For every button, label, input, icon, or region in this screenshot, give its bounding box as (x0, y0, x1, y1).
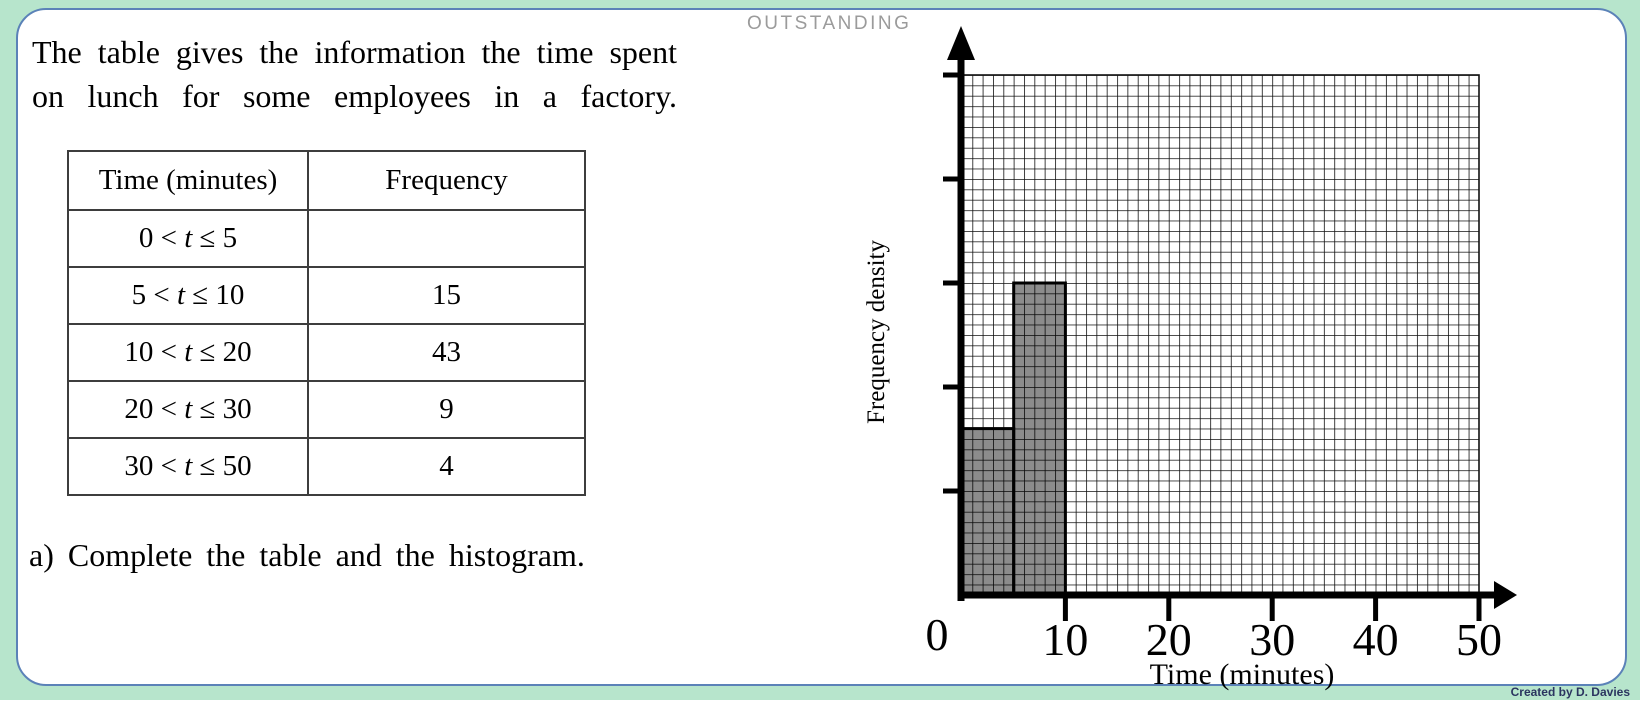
frequency-table: Time (minutes) Frequency 0 < t ≤ 5 5 < t… (67, 150, 586, 496)
table-row: 5 < t ≤ 10 15 (67, 266, 586, 325)
interval-post: ≤ 50 (192, 450, 252, 482)
interval-post: ≤ 20 (192, 336, 252, 368)
bars-layer (960, 281, 1067, 597)
histogram-bar (960, 427, 1016, 597)
ticks-layer: 10 20 30 40 50 (943, 72, 1502, 665)
x-tick-label: 20 (1146, 614, 1192, 665)
y-axis-arrow-icon (947, 26, 975, 60)
x-axis-title: Time (minutes) (1150, 658, 1335, 691)
x-axis-arrow-icon (1494, 581, 1517, 609)
interval-pre: 0 < (138, 222, 185, 254)
time-interval-cell: 0 < t ≤ 5 (67, 209, 309, 268)
frequency-cell: 43 (307, 323, 586, 382)
table-header-row: Time (minutes) Frequency (67, 150, 586, 211)
interval-variable: t (176, 279, 185, 311)
frequency-cell (307, 209, 586, 268)
interval-pre: 30 < (124, 450, 185, 482)
interval-variable: t (184, 450, 193, 482)
x-tick-label: 40 (1353, 614, 1399, 665)
interval-pre: 20 < (124, 393, 185, 425)
table-row: 20 < t ≤ 30 9 (67, 380, 586, 439)
histogram-chart: 10 20 30 40 50 0 Time (minutes) Frequency de… (863, 26, 1517, 691)
histogram-bar (1012, 281, 1067, 597)
interval-post: ≤ 10 (185, 279, 245, 311)
x-tick-label: 30 (1249, 614, 1295, 665)
col-header-time: Time (minutes) (67, 150, 309, 211)
time-interval-cell: 20 < t ≤ 30 (67, 380, 309, 439)
col-header-frequency: Frequency (307, 150, 586, 211)
problem-line-2: on lunch for some employees in a factory… (32, 78, 677, 114)
time-interval-cell: 5 < t ≤ 10 (67, 266, 309, 325)
problem-statement: The table gives the information the time… (32, 30, 677, 118)
graph-paper-grid (961, 74, 1480, 596)
watermark-outstanding: OUTSTANDING (747, 13, 912, 34)
y-axis-title: Frequency density (863, 240, 890, 424)
credit-text: Created by D. Davies (1510, 685, 1630, 699)
interval-variable: t (184, 393, 193, 425)
interval-variable: t (184, 222, 193, 254)
worksheet-card: OUTSTANDING The table gives the informat… (16, 8, 1627, 691)
frequency-cell: 4 (307, 437, 586, 496)
frequency-cell: 15 (307, 266, 586, 325)
table-row: 30 < t ≤ 50 4 (67, 437, 586, 496)
interval-pre: 10 < (124, 336, 185, 368)
origin-label: 0 (926, 609, 949, 660)
frequency-cell: 9 (307, 380, 586, 439)
time-interval-cell: 30 < t ≤ 50 (67, 437, 309, 496)
question-prompt: a) Complete the table and the histogram. (29, 537, 585, 573)
interval-variable: t (184, 336, 193, 368)
time-interval-cell: 10 < t ≤ 20 (67, 323, 309, 382)
interval-post: ≤ 5 (192, 222, 238, 254)
interval-post: ≤ 30 (192, 393, 252, 425)
x-tick-label: 50 (1456, 614, 1502, 665)
table-row: 0 < t ≤ 5 (67, 209, 586, 268)
x-tick-label: 10 (1042, 614, 1088, 665)
problem-line-1: The table gives the information the time… (32, 34, 677, 70)
interval-pre: 5 < (131, 279, 177, 311)
table-row: 10 < t ≤ 20 43 (67, 323, 586, 382)
